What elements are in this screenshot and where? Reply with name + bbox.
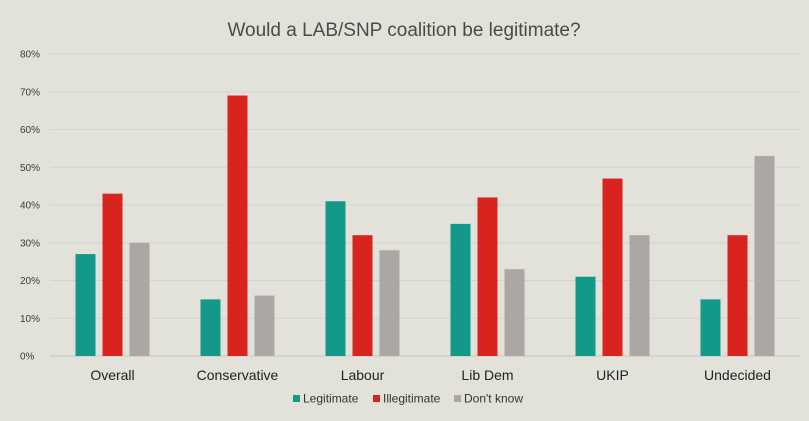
bar-legitimate-overall: [75, 254, 96, 356]
legend: Legitimate Illegitimate Don't know: [293, 392, 523, 406]
y-tick-label: 60%: [20, 125, 40, 136]
legend-swatch: [293, 395, 300, 402]
bar-legitimate-lib-dem: [450, 223, 471, 356]
bar-don-t-know-lib-dem: [504, 269, 525, 356]
gridlines: [50, 53, 800, 357]
bar-legitimate-conservative: [200, 299, 221, 356]
legend-label: Don't know: [464, 392, 523, 406]
y-tick-label: 20%: [20, 276, 40, 287]
y-axis-ticks: 0% 10% 20% 30% 40% 50% 60% 70% 80%: [20, 50, 40, 363]
x-tick-label: Conservative: [197, 367, 279, 383]
bar-illegitimate-conservative: [227, 95, 248, 357]
bar-don-t-know-ukip: [629, 235, 650, 356]
legend-swatch: [454, 395, 461, 402]
y-tick-label: 10%: [20, 314, 40, 325]
bar-illegitimate-overall: [102, 193, 123, 356]
x-axis-ticks: Overall Conservative Labour Lib Dem UKIP Unde…: [90, 367, 771, 383]
bar-don-t-know-overall: [129, 242, 150, 356]
bar-legitimate-labour: [325, 201, 346, 356]
y-tick-label: 70%: [20, 87, 40, 98]
x-tick-label: Lib Dem: [461, 367, 513, 383]
bar-illegitimate-undecided: [727, 235, 748, 356]
bar-illegitimate-ukip: [602, 178, 623, 356]
bar-illegitimate-labour: [352, 235, 373, 356]
x-tick-label: Overall: [90, 367, 134, 383]
legend-label: Illegitimate: [383, 392, 441, 406]
bar-don-t-know-conservative: [254, 295, 275, 356]
bars: [75, 95, 775, 357]
legend-swatch: [373, 395, 380, 402]
y-tick-label: 40%: [20, 201, 40, 212]
bar-illegitimate-lib-dem: [477, 197, 498, 356]
bar-don-t-know-labour: [379, 250, 400, 356]
legend-label: Legitimate: [303, 392, 359, 406]
x-tick-label: Labour: [341, 367, 385, 383]
bar-legitimate-undecided: [700, 299, 721, 356]
y-tick-label: 80%: [20, 50, 40, 61]
x-tick-label: Undecided: [704, 367, 771, 383]
y-tick-label: 30%: [20, 238, 40, 249]
chart-title: Would a LAB/SNP coalition be legitimate?: [227, 20, 580, 41]
bar-legitimate-ukip: [575, 276, 596, 356]
y-tick-label: 50%: [20, 163, 40, 174]
x-tick-label: UKIP: [596, 367, 629, 383]
bar-don-t-know-undecided: [754, 155, 775, 356]
y-tick-label: 0%: [20, 352, 35, 363]
